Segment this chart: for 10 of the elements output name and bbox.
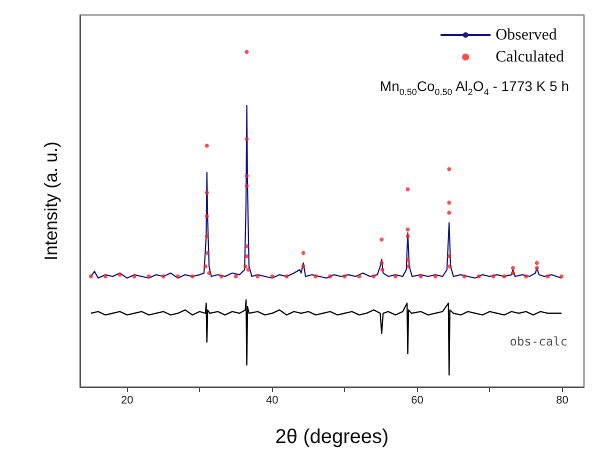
legend-label: Observed: [496, 26, 557, 44]
x-axis-title: 2θ (degrees): [275, 426, 389, 448]
x-tick-label: 20: [121, 394, 134, 406]
x-tick-label: 80: [556, 394, 568, 406]
x-tick-label: 60: [411, 394, 424, 406]
legend-label: Calculated: [496, 48, 564, 66]
text: Mn$_{0.50}$Co$_{0.50}$ Al$_{2}$O$_{4}$ - 1773 K 5 h: [380, 78, 569, 97]
x-tick-label: 40: [266, 394, 278, 406]
y-axis-title: Intensity (a. u.): [41, 141, 61, 261]
series-label: obs-calc: [510, 334, 568, 348]
